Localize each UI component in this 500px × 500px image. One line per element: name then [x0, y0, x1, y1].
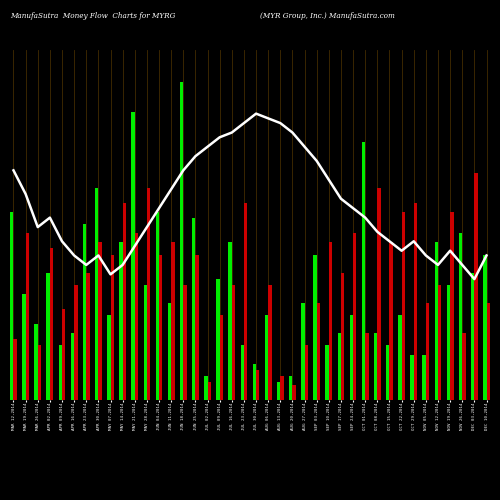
- Bar: [156, 212, 159, 400]
- Bar: [350, 315, 353, 400]
- Bar: [144, 285, 147, 400]
- Bar: [280, 376, 283, 400]
- Bar: [232, 285, 235, 400]
- Bar: [422, 354, 426, 400]
- Bar: [326, 346, 329, 400]
- Bar: [26, 234, 29, 400]
- Bar: [120, 242, 122, 400]
- Bar: [95, 188, 98, 400]
- Bar: [70, 334, 74, 400]
- Bar: [292, 385, 296, 400]
- Bar: [304, 346, 308, 400]
- Bar: [216, 279, 220, 400]
- Text: ManufaSutra  Money Flow  Charts for MYRG: ManufaSutra Money Flow Charts for MYRG: [10, 12, 175, 20]
- Bar: [365, 334, 368, 400]
- Bar: [98, 242, 102, 400]
- Bar: [58, 346, 62, 400]
- Bar: [410, 354, 414, 400]
- Bar: [316, 303, 320, 400]
- Bar: [329, 242, 332, 400]
- Bar: [314, 254, 316, 400]
- Bar: [196, 254, 199, 400]
- Bar: [289, 376, 292, 400]
- Bar: [34, 324, 37, 400]
- Bar: [341, 272, 344, 400]
- Bar: [180, 82, 184, 400]
- Bar: [459, 234, 462, 400]
- Bar: [462, 334, 466, 400]
- Bar: [62, 309, 66, 400]
- Bar: [265, 315, 268, 400]
- Bar: [256, 370, 260, 400]
- Bar: [362, 142, 365, 400]
- Bar: [240, 346, 244, 400]
- Bar: [402, 212, 405, 400]
- Bar: [338, 334, 341, 400]
- Bar: [450, 212, 454, 400]
- Bar: [398, 315, 402, 400]
- Bar: [74, 285, 78, 400]
- Bar: [414, 203, 417, 400]
- Bar: [353, 234, 356, 400]
- Bar: [471, 272, 474, 400]
- Bar: [147, 188, 150, 400]
- Bar: [426, 303, 430, 400]
- Bar: [86, 272, 90, 400]
- Bar: [135, 234, 138, 400]
- Text: (MYR Group, Inc.) ManufaSutra.com: (MYR Group, Inc.) ManufaSutra.com: [260, 12, 395, 20]
- Bar: [122, 203, 126, 400]
- Bar: [252, 364, 256, 400]
- Bar: [474, 172, 478, 400]
- Bar: [46, 272, 50, 400]
- Bar: [110, 254, 114, 400]
- Bar: [483, 254, 486, 400]
- Bar: [184, 285, 186, 400]
- Bar: [220, 315, 223, 400]
- Bar: [10, 212, 14, 400]
- Bar: [301, 303, 304, 400]
- Bar: [171, 242, 174, 400]
- Bar: [192, 218, 196, 400]
- Bar: [244, 203, 248, 400]
- Bar: [168, 303, 171, 400]
- Bar: [83, 224, 86, 400]
- Bar: [268, 285, 272, 400]
- Bar: [14, 340, 17, 400]
- Bar: [446, 285, 450, 400]
- Bar: [38, 346, 41, 400]
- Bar: [208, 382, 211, 400]
- Bar: [486, 303, 490, 400]
- Bar: [374, 334, 378, 400]
- Bar: [50, 248, 53, 400]
- Bar: [228, 242, 232, 400]
- Bar: [386, 346, 390, 400]
- Bar: [378, 188, 380, 400]
- Bar: [390, 242, 393, 400]
- Bar: [204, 376, 208, 400]
- Bar: [132, 112, 135, 400]
- Bar: [438, 285, 442, 400]
- Bar: [22, 294, 26, 400]
- Bar: [107, 315, 110, 400]
- Bar: [434, 242, 438, 400]
- Bar: [159, 254, 162, 400]
- Bar: [277, 382, 280, 400]
